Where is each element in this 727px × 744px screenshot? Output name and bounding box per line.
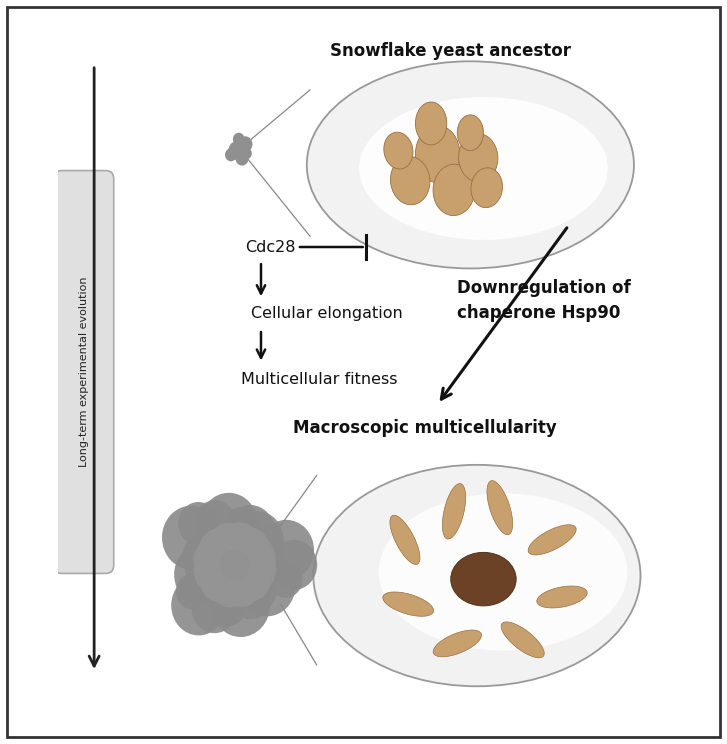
Text: Cdc28: Cdc28 — [245, 240, 295, 254]
Ellipse shape — [359, 97, 608, 240]
Circle shape — [220, 549, 249, 580]
Circle shape — [200, 559, 239, 602]
Circle shape — [232, 558, 271, 601]
Text: Macroscopic multicellularity: Macroscopic multicellularity — [293, 419, 556, 437]
Circle shape — [185, 539, 233, 591]
Circle shape — [241, 148, 252, 159]
Text: Cellular elongation: Cellular elongation — [252, 306, 403, 321]
Circle shape — [194, 550, 233, 593]
Ellipse shape — [501, 622, 545, 658]
Circle shape — [225, 149, 237, 161]
Ellipse shape — [433, 630, 481, 657]
Circle shape — [269, 561, 302, 597]
Circle shape — [222, 564, 261, 607]
Circle shape — [237, 548, 276, 591]
Ellipse shape — [379, 493, 627, 650]
Circle shape — [238, 554, 296, 616]
Ellipse shape — [415, 102, 447, 145]
Ellipse shape — [442, 484, 466, 539]
FancyBboxPatch shape — [54, 170, 114, 574]
Circle shape — [209, 523, 248, 565]
Circle shape — [200, 493, 258, 557]
Circle shape — [259, 520, 314, 580]
Circle shape — [212, 573, 270, 637]
Circle shape — [210, 565, 249, 607]
Circle shape — [228, 141, 245, 160]
Circle shape — [182, 536, 217, 574]
Circle shape — [220, 522, 260, 565]
Ellipse shape — [390, 515, 420, 565]
Circle shape — [211, 587, 246, 626]
Ellipse shape — [457, 115, 483, 150]
Ellipse shape — [451, 552, 516, 606]
Circle shape — [230, 527, 270, 571]
Circle shape — [176, 574, 209, 609]
Ellipse shape — [537, 586, 587, 608]
Ellipse shape — [307, 61, 634, 269]
Circle shape — [162, 506, 220, 569]
Circle shape — [195, 500, 236, 545]
Circle shape — [171, 575, 226, 635]
Ellipse shape — [390, 156, 430, 205]
Ellipse shape — [383, 592, 433, 616]
Circle shape — [236, 151, 249, 166]
Text: Multicellular fitness: Multicellular fitness — [241, 372, 398, 387]
Circle shape — [226, 505, 275, 558]
Ellipse shape — [433, 164, 475, 216]
Circle shape — [252, 526, 284, 562]
Circle shape — [238, 136, 252, 152]
Text: Downregulation of
chaperone Hsp90: Downregulation of chaperone Hsp90 — [457, 279, 631, 322]
Ellipse shape — [313, 465, 640, 686]
Circle shape — [223, 507, 258, 545]
Circle shape — [193, 539, 233, 582]
Ellipse shape — [459, 133, 498, 182]
Ellipse shape — [487, 481, 513, 535]
Circle shape — [174, 545, 228, 604]
Text: Snowflake yeast ancestor: Snowflake yeast ancestor — [330, 42, 571, 60]
Ellipse shape — [384, 132, 413, 169]
Circle shape — [231, 577, 270, 620]
Circle shape — [230, 511, 284, 569]
Circle shape — [198, 529, 238, 571]
Text: Long-term experimental evolution: Long-term experimental evolution — [79, 277, 89, 467]
Circle shape — [233, 132, 244, 146]
Circle shape — [236, 566, 278, 612]
Circle shape — [178, 502, 218, 546]
Circle shape — [191, 583, 238, 633]
Ellipse shape — [415, 126, 460, 183]
Ellipse shape — [528, 525, 577, 555]
Circle shape — [271, 540, 317, 590]
Circle shape — [236, 537, 276, 580]
Ellipse shape — [471, 168, 502, 208]
